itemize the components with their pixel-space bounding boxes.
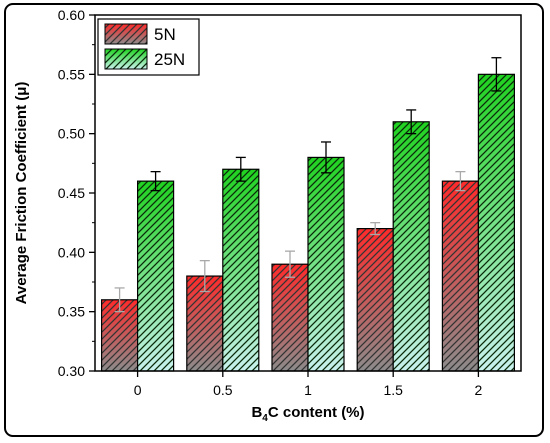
y-axis: 0.30 0.35 0.40 0.45 0.50 0.55 0.60 [58, 7, 95, 379]
legend-swatch-5N [104, 23, 148, 45]
y-tick-label: 0.40 [58, 244, 85, 260]
bar-hatch-5N-1.5 [356, 228, 394, 372]
legend-label-25N: 25N [154, 50, 185, 69]
bars-layer [100, 73, 515, 372]
x-tick-label: 0 [134, 382, 142, 398]
x-axis-title-rest: C content (%) [268, 404, 365, 421]
bar-hatch-25N-2 [477, 73, 515, 372]
x-axis-title: B4C content (%) [251, 404, 364, 424]
legend-label-5N: 5N [154, 25, 176, 44]
bar-hatch-5N-2 [441, 180, 479, 372]
y-tick-label: 0.60 [58, 7, 85, 23]
bar-hatch-25N-0 [137, 180, 175, 372]
bar-hatch-25N-0.5 [222, 168, 260, 372]
bar-hatch-25N-1.5 [392, 121, 430, 372]
error-bars-layer [114, 57, 502, 313]
x-tick-label: 0.5 [213, 382, 233, 398]
x-axis-title-main: B [251, 404, 262, 421]
x-axis-title-subscript: 4 [262, 413, 268, 424]
y-axis-title: Average Friction Coefficient (μ) [13, 82, 30, 305]
bar-hatch-5N-1 [271, 263, 309, 372]
y-tick-label: 0.35 [58, 304, 85, 320]
y-tick-label: 0.50 [58, 126, 85, 142]
y-tick-label: 0.30 [58, 363, 85, 379]
x-tick-label: 1 [304, 382, 312, 398]
y-tick-label: 0.55 [58, 66, 85, 82]
y-tick-label: 0.45 [58, 185, 85, 201]
bar-hatch-25N-1 [307, 156, 345, 372]
x-axis: 0 0.5 1 1.5 2 [134, 371, 483, 398]
legend-swatch-25N [104, 48, 148, 70]
x-tick-label: 1.5 [383, 382, 403, 398]
x-tick-label: 2 [475, 382, 483, 398]
